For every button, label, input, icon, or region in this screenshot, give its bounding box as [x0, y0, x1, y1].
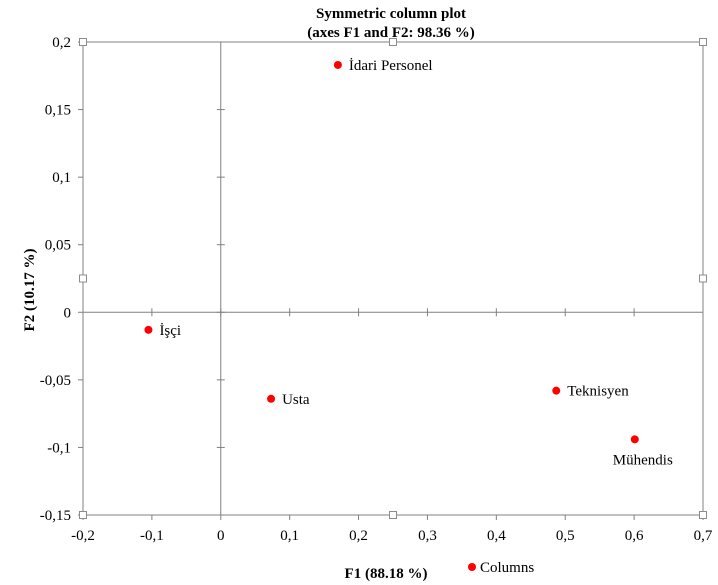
- x-tick-label: 0,7: [694, 528, 713, 544]
- point-label: Mühendis: [613, 452, 673, 468]
- point-label: Usta: [282, 392, 310, 408]
- x-axis-label: F1 (88.18 %): [345, 566, 428, 582]
- resize-handle[interactable]: [699, 38, 707, 46]
- y-tick-label: 0,2: [52, 35, 71, 51]
- x-tick-label: -0,1: [140, 528, 164, 544]
- x-tick-label: 0,3: [418, 528, 437, 544]
- chart-title: Symmetric column plot: [316, 6, 466, 22]
- y-tick-label: 0,1: [52, 170, 71, 186]
- y-tick-label: 0: [64, 305, 72, 321]
- x-tick-label: 0,4: [487, 528, 506, 544]
- resize-handle[interactable]: [79, 511, 87, 519]
- y-tick-label: 0,05: [45, 238, 71, 254]
- x-tick-label: 0: [217, 528, 225, 544]
- x-tick-label: 0,5: [556, 528, 575, 544]
- chart-subtitle: (axes F1 and F2: 98.36 %): [307, 25, 475, 41]
- resize-handle[interactable]: [389, 38, 397, 46]
- point-label: İşçi: [159, 323, 181, 339]
- resize-handle[interactable]: [389, 511, 397, 519]
- resize-handle[interactable]: [79, 274, 87, 283]
- resize-handle[interactable]: [699, 274, 707, 283]
- data-point: [630, 435, 639, 444]
- x-tick-label: 0,1: [280, 528, 299, 544]
- data-point: [144, 325, 153, 334]
- resize-handle[interactable]: [699, 511, 707, 519]
- y-tick-label: 0,15: [45, 103, 71, 119]
- plot-area-frame: [82, 41, 704, 516]
- data-point: [552, 386, 561, 395]
- legend-marker: [468, 563, 476, 571]
- y-axis-label: F2 (10.17 %): [22, 249, 38, 332]
- x-tick-label: -0,2: [71, 528, 95, 544]
- resize-handle[interactable]: [79, 38, 87, 46]
- legend-label-columns: Columns: [480, 560, 534, 576]
- point-label: İdari Personel: [349, 58, 433, 74]
- y-tick-label: -0,15: [40, 508, 71, 524]
- y-tick-label: -0,05: [40, 373, 71, 389]
- x-tick-label: 0,6: [625, 528, 644, 544]
- data-point: [267, 394, 276, 403]
- data-point: [333, 60, 342, 69]
- point-label: Teknisyen: [567, 384, 629, 400]
- legend: Columns: [468, 560, 534, 576]
- x-tick-label: 0,2: [349, 528, 368, 544]
- y-tick-label: -0,1: [47, 440, 71, 456]
